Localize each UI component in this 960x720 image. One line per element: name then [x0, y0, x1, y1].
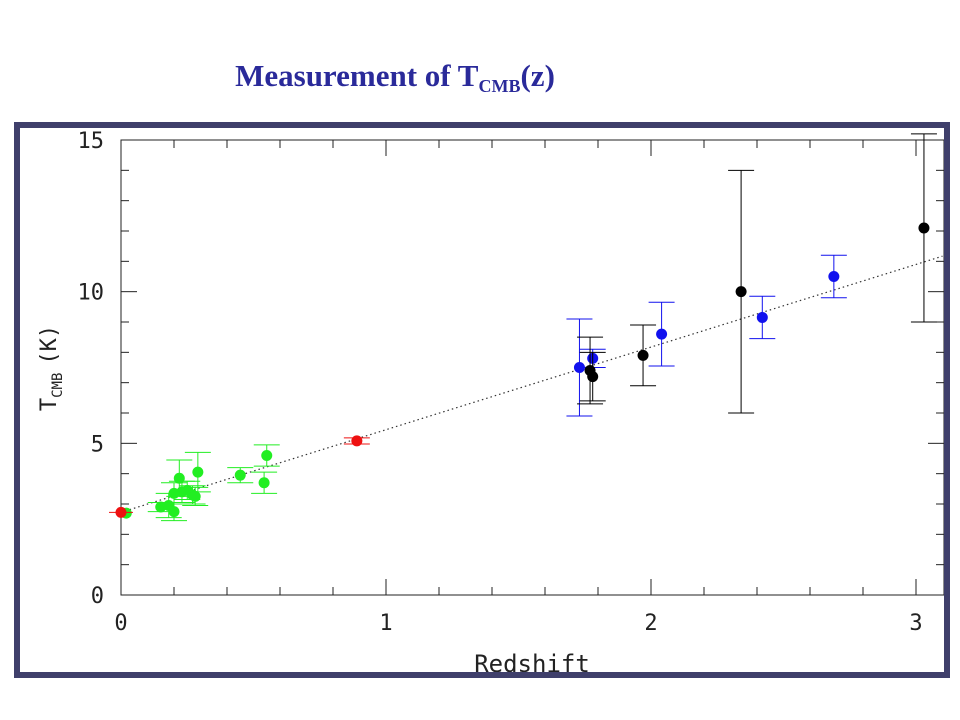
- green-data-point: [161, 501, 187, 522]
- black-data-point: [728, 169, 755, 414]
- marker: [168, 506, 180, 518]
- marker: [258, 477, 270, 489]
- blue-data-point: [820, 254, 847, 299]
- green-data-point: [253, 444, 280, 467]
- y-axis-label-sub: CMB: [50, 373, 66, 398]
- data-points: [109, 133, 937, 522]
- marker: [573, 362, 585, 373]
- y-tick-label: 5: [91, 432, 104, 457]
- title-main: Measurement of T: [235, 58, 479, 93]
- red-data-point: [343, 435, 370, 447]
- x-axis-label: Redshift: [474, 650, 590, 678]
- x-tick-label: 1: [379, 611, 392, 636]
- x-tick-label: 3: [909, 611, 922, 636]
- marker: [173, 472, 185, 484]
- marker: [637, 349, 649, 361]
- marker: [351, 435, 363, 447]
- green-data-point: [227, 467, 254, 484]
- blue-data-point: [749, 295, 776, 340]
- blue-data-point: [566, 318, 593, 417]
- y-axis-label: TCMB (K): [37, 325, 66, 411]
- slide-title: Measurement of TCMB(z): [0, 58, 790, 97]
- marker: [828, 271, 840, 282]
- chart-frame: 0 1 2 3 0 5 10 15 Redshift TCMB (K): [14, 122, 950, 678]
- green-data-point: [184, 451, 211, 493]
- x-tick-label: 0: [114, 611, 127, 636]
- y-tick-label: 15: [78, 129, 105, 154]
- y-tick-label: 10: [78, 281, 105, 306]
- red-data-point: [109, 506, 133, 518]
- svg-text:TCMB(K): TCMB (K): [37, 325, 66, 411]
- marker: [756, 311, 768, 323]
- marker: [656, 328, 668, 340]
- title-tail: (z): [520, 58, 555, 93]
- tcmb-redshift-chart: 0 1 2 3 0 5 10 15 Redshift TCMB (K): [37, 129, 944, 678]
- x-tick-label: 2: [644, 611, 657, 636]
- blue-data-point: [648, 301, 675, 367]
- marker: [587, 371, 599, 383]
- marker: [192, 466, 204, 478]
- y-axis-label-unit: (K): [37, 325, 62, 365]
- black-data-point: [579, 351, 606, 402]
- marker: [189, 490, 201, 502]
- title-subscript: CMB: [478, 76, 521, 96]
- marker: [735, 286, 747, 298]
- green-data-point: [251, 471, 278, 494]
- green-data-point: [182, 486, 209, 507]
- black-data-point: [910, 133, 937, 323]
- plot-area: [120, 139, 944, 596]
- tick-labels: 0 1 2 3 0 5 10 15: [78, 129, 923, 636]
- marker: [115, 506, 127, 518]
- marker: [261, 449, 273, 461]
- marker: [234, 469, 246, 481]
- axis-ticks: [121, 140, 944, 595]
- y-tick-label: 0: [91, 584, 104, 609]
- marker: [918, 222, 930, 234]
- black-data-point: [630, 324, 657, 387]
- y-axis-label-main: T: [37, 398, 62, 411]
